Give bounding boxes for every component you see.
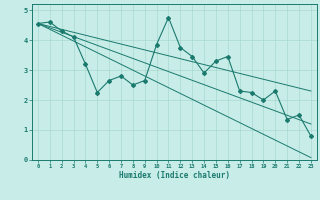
X-axis label: Humidex (Indice chaleur): Humidex (Indice chaleur) <box>119 171 230 180</box>
